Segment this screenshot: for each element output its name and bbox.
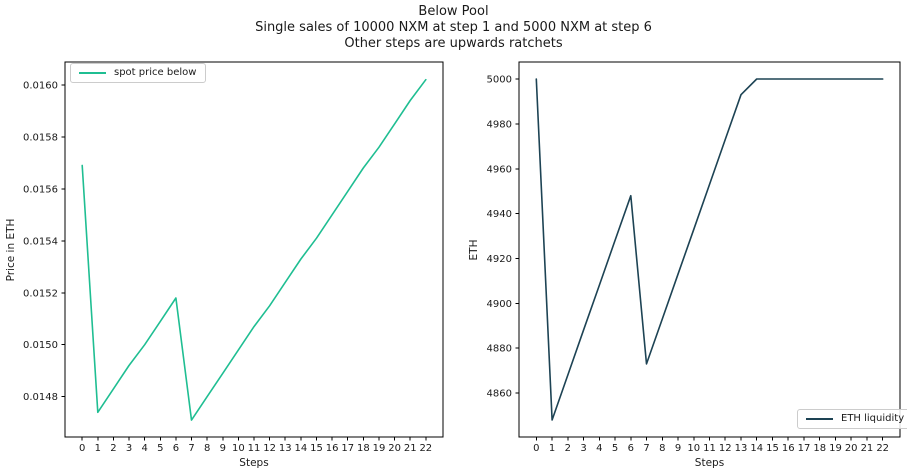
eth-liquidity-chart-x-tick-label: 12 <box>719 443 732 454</box>
eth-liquidity-chart-x-tick-label: 6 <box>628 443 634 454</box>
eth-liquidity-chart-x-tick-label: 14 <box>750 443 763 454</box>
eth-liquidity-chart-x-tick-label: 21 <box>861 443 874 454</box>
spot-price-chart-x-tick-label: 22 <box>419 443 432 454</box>
spot-price-chart-x-tick-label: 8 <box>204 443 210 454</box>
spot-price-chart-y-tick-label: 0.0148 <box>23 392 58 403</box>
spot-price-chart-x-tick-label: 4 <box>141 443 147 454</box>
spot-price-line-swatch <box>79 71 106 74</box>
legend-label-spot-price: spot price below <box>114 67 197 78</box>
spot-price-chart-x-tick-label: 15 <box>310 443 323 454</box>
spot-price-chart-y-tick-label: 0.0158 <box>23 132 58 143</box>
spot-price-chart-x-tick-label: 1 <box>95 443 101 454</box>
eth-liquidity-chart-x-tick-label: 0 <box>533 443 539 454</box>
eth-liquidity-chart-y-tick-label: 4980 <box>487 119 512 130</box>
spot-price-chart-y-tick-label: 0.0150 <box>23 340 58 351</box>
eth-liquidity-chart-x-tick-label: 18 <box>813 443 826 454</box>
spot-price-chart-x-tick-label: 17 <box>341 443 354 454</box>
spot-price-chart-frame <box>64 61 444 438</box>
title-line-1: Below Pool <box>418 4 489 19</box>
figure-title: Below Pool Single sales of 10000 NXM at … <box>0 4 907 52</box>
eth-liquidity-chart-x-tick-label: 4 <box>596 443 602 454</box>
eth-liquidity-chart-ylabel: ETH <box>468 240 480 261</box>
eth-liquidity-chart-x-tick-label: 22 <box>876 443 889 454</box>
spot-price-chart-x-tick-label: 19 <box>373 443 386 454</box>
spot-price-chart-x-tick-label: 5 <box>157 443 163 454</box>
spot-price-chart-x-tick-label: 7 <box>188 443 194 454</box>
spot-price-chart-x-tick-label: 16 <box>326 443 339 454</box>
eth-liquidity-chart-x-tick-label: 19 <box>829 443 842 454</box>
eth-liquidity-line-swatch <box>806 417 833 420</box>
spot-price-chart-line <box>81 78 427 421</box>
eth-liquidity-chart-y-tick-label: 4960 <box>487 164 512 175</box>
eth-liquidity-chart-y-tick-label: 4920 <box>487 254 512 265</box>
eth-liquidity-chart-line <box>535 78 884 421</box>
spot-price-chart-x-tick-label: 14 <box>294 443 307 454</box>
spot-price-chart-ylabel: Price in ETH <box>5 219 17 282</box>
eth-liquidity-chart-y-tick-label: 4900 <box>487 299 512 310</box>
title-line-3: Other steps are upwards ratchets <box>344 36 563 51</box>
eth-liquidity-chart-x-tick-label: 3 <box>580 443 586 454</box>
legend-eth-liquidity: ETH liquidity <box>797 409 907 429</box>
eth-liquidity-chart-x-tick-label: 15 <box>766 443 779 454</box>
eth-liquidity-chart-x-tick-label: 11 <box>703 443 716 454</box>
legend-label-eth-liquidity: ETH liquidity <box>841 413 905 424</box>
eth-liquidity-chart-x-tick-label: 8 <box>659 443 665 454</box>
eth-liquidity-chart-x-tick-label: 20 <box>845 443 858 454</box>
spot-price-chart-x-tick-label: 21 <box>404 443 417 454</box>
spot-price-chart-x-tick-label: 12 <box>263 443 276 454</box>
eth-liquidity-chart-x-tick-label: 13 <box>735 443 748 454</box>
legend-spot-price: spot price below <box>70 63 207 83</box>
spot-price-chart-y-tick-label: 0.0154 <box>23 236 58 247</box>
eth-liquidity-chart-y-tick-label: 4860 <box>487 389 512 400</box>
spot-price-chart-y-tick-label: 0.0152 <box>23 288 58 299</box>
spot-price-chart-x-tick-label: 11 <box>248 443 261 454</box>
eth-liquidity-chart-x-tick-label: 16 <box>782 443 795 454</box>
spot-price-chart-x-tick-label: 6 <box>173 443 179 454</box>
spot-price-chart-y-tick-label: 0.0160 <box>23 80 58 91</box>
spot-price-chart-y-tick-label: 0.0156 <box>23 184 58 195</box>
eth-liquidity-chart-x-tick-label: 5 <box>612 443 618 454</box>
eth-liquidity-chart-y-tick-label: 4880 <box>487 344 512 355</box>
eth-liquidity-chart-y-tick-label: 4940 <box>487 209 512 220</box>
eth-liquidity-chart-x-tick-label: 9 <box>675 443 681 454</box>
spot-price-chart-x-tick-label: 0 <box>79 443 85 454</box>
eth-liquidity-chart-x-tick-label: 10 <box>687 443 700 454</box>
spot-price-chart-x-tick-label: 3 <box>126 443 132 454</box>
eth-liquidity-chart-frame <box>518 61 901 438</box>
spot-price-chart-x-tick-label: 2 <box>110 443 116 454</box>
spot-price-chart-x-tick-label: 20 <box>388 443 401 454</box>
eth-liquidity-chart-x-tick-label: 1 <box>549 443 555 454</box>
spot-price-chart-x-tick-label: 13 <box>279 443 292 454</box>
eth-liquidity-chart-y-tick-label: 5000 <box>487 75 512 86</box>
spot-price-chart-xlabel: Steps <box>239 457 268 469</box>
title-line-2: Single sales of 10000 NXM at step 1 and … <box>255 20 652 35</box>
spot-price-chart-x-tick-label: 9 <box>220 443 226 454</box>
eth-liquidity-chart-x-tick-label: 2 <box>565 443 571 454</box>
spot-price-chart-x-tick-label: 18 <box>357 443 370 454</box>
eth-liquidity-chart-xlabel: Steps <box>695 457 724 469</box>
spot-price-chart-x-tick-label: 10 <box>232 443 245 454</box>
eth-liquidity-chart-x-tick-label: 7 <box>643 443 649 454</box>
eth-liquidity-chart-x-tick-label: 17 <box>798 443 811 454</box>
